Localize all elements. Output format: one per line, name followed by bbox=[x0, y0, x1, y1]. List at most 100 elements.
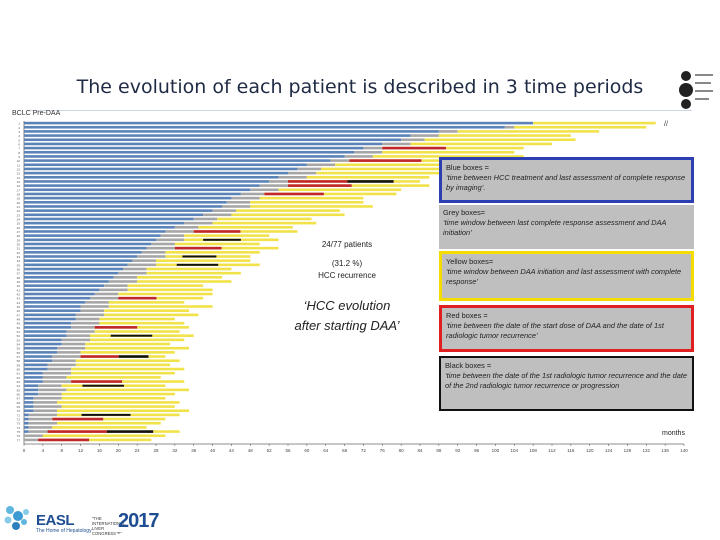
blue-bar bbox=[24, 396, 34, 400]
row-index-label: 77 bbox=[17, 438, 21, 442]
x-tick-label: 88 bbox=[436, 448, 442, 453]
blue-bar bbox=[24, 121, 534, 125]
grey-bar bbox=[75, 317, 100, 321]
blue-bar bbox=[24, 380, 43, 383]
blue-bar bbox=[24, 267, 123, 271]
red-bar bbox=[174, 246, 222, 250]
grey-bar bbox=[38, 388, 67, 392]
title-divider bbox=[28, 110, 692, 111]
grey-bar bbox=[231, 196, 260, 200]
blue-bar bbox=[24, 163, 307, 167]
blue-bar bbox=[24, 342, 62, 346]
blue-bar bbox=[24, 284, 105, 287]
legend-blue-box: Blue boxes = ‘time between HCC treatment… bbox=[439, 157, 694, 203]
x-tick-label: 44 bbox=[229, 448, 235, 453]
row-index-label: 3 bbox=[18, 130, 20, 134]
yellow-bar bbox=[108, 305, 213, 308]
yellow-bar bbox=[57, 401, 180, 404]
yellow-bar bbox=[382, 146, 524, 150]
row-index-label: 52 bbox=[17, 334, 21, 338]
grey-bar bbox=[33, 405, 62, 408]
congress-year: 2017 bbox=[118, 510, 159, 532]
recurrence-label: HCC recurrence bbox=[318, 271, 376, 280]
blue-bar bbox=[24, 150, 354, 154]
grey-bar bbox=[127, 263, 156, 267]
legend-red-body: ‘time between the date of the start dose… bbox=[446, 321, 664, 340]
grey-bar bbox=[75, 313, 105, 317]
row-index-label: 47 bbox=[17, 313, 21, 317]
grey-bar bbox=[222, 205, 251, 208]
row-index-label: 49 bbox=[17, 322, 21, 326]
yellow-bar bbox=[94, 330, 180, 333]
blue-bar bbox=[24, 159, 331, 162]
red-bar bbox=[52, 417, 104, 421]
legend-grey-head: Grey boxes= bbox=[443, 208, 486, 217]
yellow-bar bbox=[94, 326, 189, 329]
grey-bar bbox=[250, 188, 279, 192]
yellow-bar bbox=[85, 342, 171, 346]
yellow-bar bbox=[61, 405, 175, 408]
grey-bar bbox=[28, 417, 53, 421]
yellow-bar bbox=[217, 217, 312, 221]
yellow-bar bbox=[264, 192, 397, 196]
row-index-label: 11 bbox=[17, 163, 20, 167]
congress-name: “THE INTERNATIONAL LIVER CONGRESS™” bbox=[92, 516, 126, 536]
yellow-bar bbox=[212, 221, 317, 225]
black-bar bbox=[82, 384, 124, 387]
yellow-bar bbox=[250, 200, 364, 204]
grey-bar bbox=[104, 284, 128, 287]
x-tick-label: 64 bbox=[323, 448, 329, 453]
blue-bar bbox=[24, 417, 29, 421]
row-index-label: 18 bbox=[17, 192, 21, 196]
slide-title: The evolution of each patient is describ… bbox=[76, 76, 644, 98]
blue-bar bbox=[24, 355, 53, 358]
row-index-label: 44 bbox=[17, 301, 21, 305]
blue-bar bbox=[24, 251, 142, 254]
blue-bar bbox=[24, 392, 39, 396]
recurrence-count: 24/77 patients bbox=[321, 240, 373, 249]
blue-bar bbox=[24, 221, 185, 225]
legend-black-box: Black boxes = ‘time between the date of … bbox=[439, 356, 694, 411]
grey-bar bbox=[28, 421, 57, 425]
yellow-bar bbox=[457, 130, 600, 133]
black-bar bbox=[203, 238, 241, 241]
x-tick-label: 72 bbox=[361, 448, 367, 453]
grey-bar bbox=[85, 301, 109, 304]
grey-bar bbox=[156, 238, 185, 242]
blue-bar bbox=[24, 175, 279, 179]
row-index-label: 45 bbox=[17, 305, 21, 309]
red-bar bbox=[193, 230, 241, 233]
row-index-label: 27 bbox=[17, 230, 21, 234]
yellow-bar bbox=[231, 213, 345, 217]
legend-black-body: ‘time between the date of the 1st radiol… bbox=[445, 371, 687, 390]
legend-red-box: Red boxes = ‘time between the date of th… bbox=[439, 305, 694, 352]
row-index-label: 48 bbox=[17, 318, 21, 322]
yellow-bar bbox=[306, 175, 430, 179]
yellow-bar bbox=[349, 159, 510, 162]
blue-bar bbox=[24, 384, 39, 388]
row-index-label: 37 bbox=[17, 272, 21, 276]
legend-grey-box: Grey boxes= ‘time window between last co… bbox=[439, 205, 694, 249]
row-index-label: 55 bbox=[17, 347, 21, 351]
grey-bar bbox=[306, 163, 336, 167]
blue-bar bbox=[24, 167, 298, 171]
yellow-bar bbox=[335, 163, 458, 167]
x-tick-label: 28 bbox=[153, 448, 159, 453]
grey-bar bbox=[42, 376, 67, 379]
yellow-bar bbox=[42, 434, 166, 438]
red-bar bbox=[382, 146, 446, 150]
grey-bar bbox=[47, 363, 76, 367]
x-tick-label: 128 bbox=[624, 448, 632, 453]
blue-bar bbox=[24, 230, 166, 233]
x-tick-label: 80 bbox=[399, 448, 405, 453]
yellow-bar bbox=[118, 296, 204, 300]
row-index-label: 73 bbox=[17, 422, 21, 426]
legend-yellow-head: Yellow boxes= bbox=[446, 257, 494, 266]
yellow-bar bbox=[174, 246, 279, 250]
x-tick-label: 12 bbox=[78, 448, 84, 453]
blue-bar bbox=[24, 426, 29, 429]
yellow-bar bbox=[104, 309, 189, 312]
yellow-bar bbox=[66, 388, 189, 392]
grey-bar bbox=[42, 380, 72, 383]
yellow-bar bbox=[288, 184, 430, 187]
